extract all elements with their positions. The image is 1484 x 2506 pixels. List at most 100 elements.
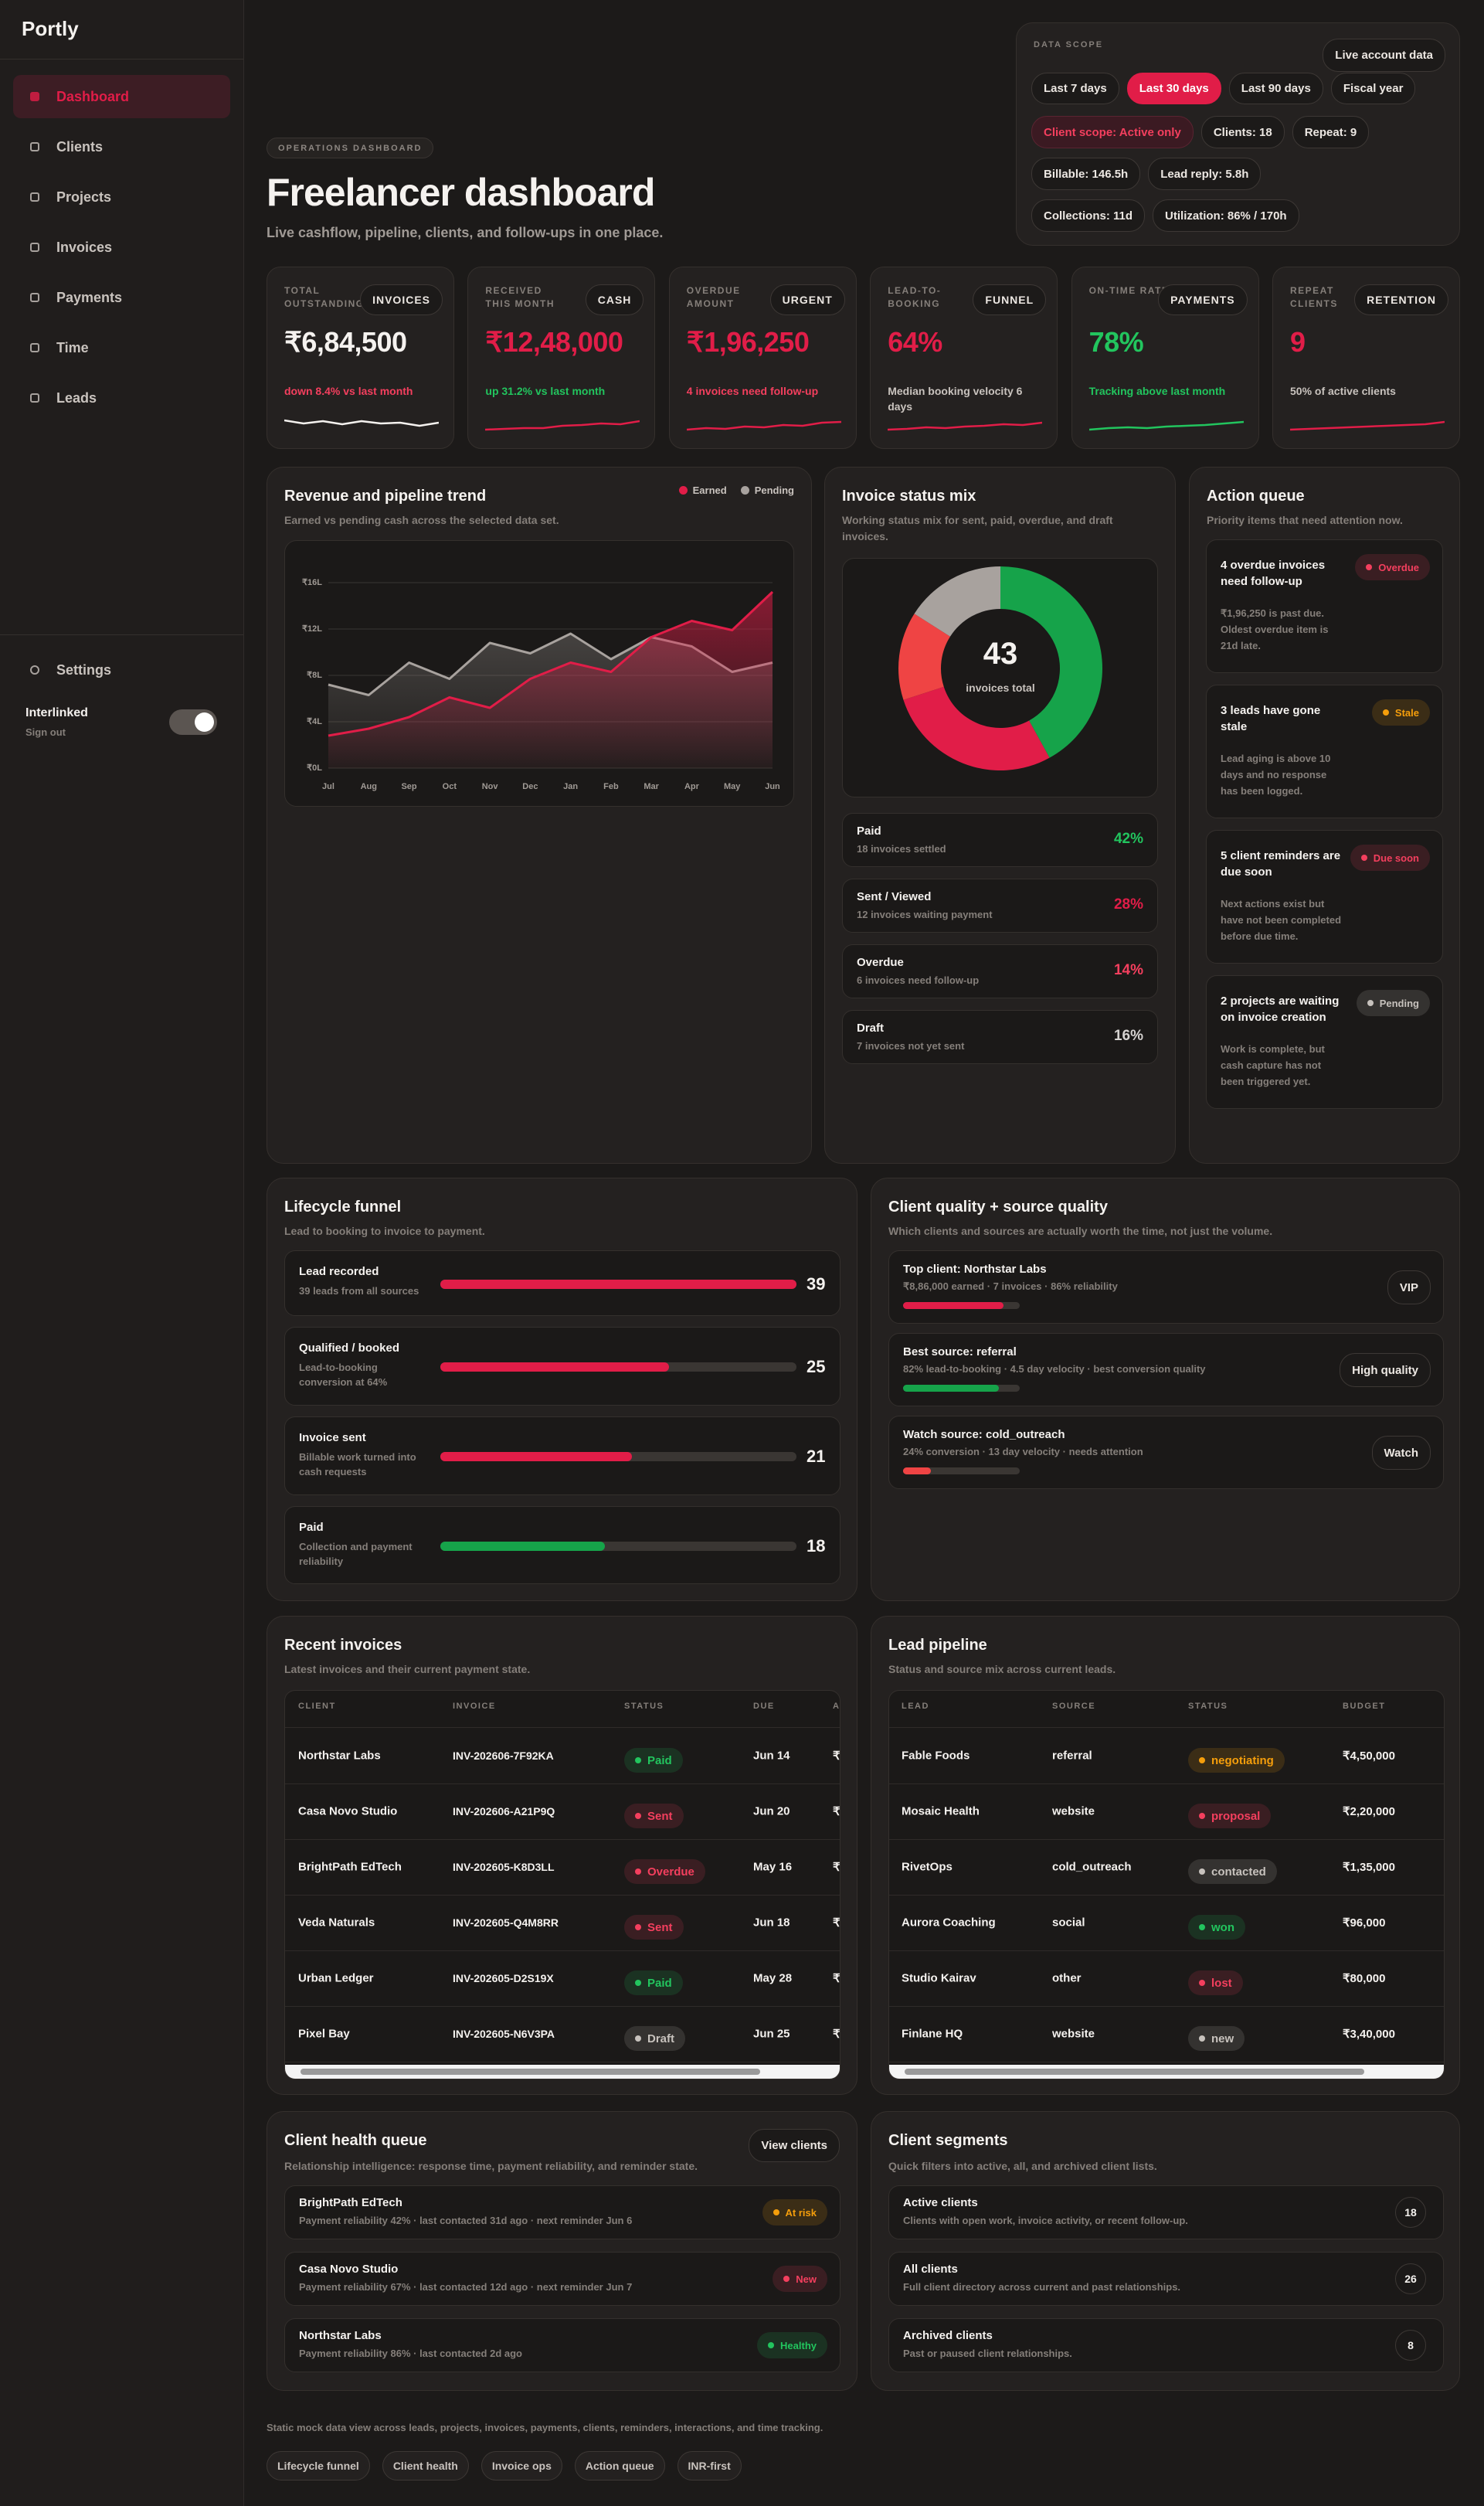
nav-item[interactable]: Dashboard (13, 75, 230, 118)
kpi-note: Median booking velocity 6 days (888, 385, 1023, 413)
badge-dot (635, 1924, 641, 1930)
client-meta: Payment reliability 42% · last contacted… (299, 2215, 633, 2226)
quality-title: Top client: Northstar Labs (903, 1263, 1047, 1276)
donut-total-label: invoices total (966, 682, 1034, 694)
action-title: 2 projects are waiting on invoice creati… (1221, 995, 1340, 1024)
cell: cold_outreach (1052, 1860, 1132, 1874)
client-health: Client health queue View clients Relatio… (267, 2111, 857, 2391)
column-header: A (833, 1702, 840, 1711)
badge-dot (1199, 1813, 1205, 1819)
kpi-tag: CASH (585, 284, 644, 315)
kpi-note: 50% of active clients (1290, 385, 1396, 397)
status-name: Sent / Viewed (857, 890, 932, 903)
page-subtitle: Live cashflow, pipeline, clients, and fo… (267, 225, 664, 240)
x-tick-label: Apr (684, 782, 700, 791)
cell: BrightPath EdTech (298, 1860, 402, 1874)
badge-label: Paid (647, 1753, 672, 1767)
badge-dot (635, 1868, 641, 1875)
settings-link[interactable]: Settings (13, 648, 230, 692)
nav-item[interactable]: Payments (13, 276, 230, 319)
badge-dot (1199, 1924, 1205, 1930)
funnel-row: Invoice sent Billable work turned into ca… (284, 1416, 840, 1495)
segment-row[interactable]: Archived clients Past or paused client re… (888, 2318, 1444, 2372)
badge-label: Overdue (647, 1865, 694, 1879)
view-clients-button[interactable]: View clients (749, 2129, 840, 2162)
range-button[interactable]: Last 90 days (1228, 73, 1323, 104)
nav-icon (30, 665, 39, 675)
sparkline (888, 421, 1043, 431)
series-line (328, 590, 774, 737)
badge-label: new (1211, 2032, 1234, 2045)
sign-out[interactable]: Sign out (25, 726, 66, 738)
footer-tag: INR-first (677, 2451, 742, 2480)
kpi-note: down 8.4% vs last month (284, 385, 413, 397)
recent-invoices: Recent invoices Latest invoices and thei… (267, 1616, 857, 2095)
badge-label: Sent (647, 1809, 673, 1823)
action-text: Work is complete, but cash capture has n… (1221, 1043, 1325, 1087)
status-name: Overdue (857, 956, 904, 969)
nav-label: Time (56, 339, 89, 355)
panel-subtitle: Working status mix for sent, paid, overd… (842, 514, 1113, 542)
donut-segment (1000, 566, 1102, 758)
nav-label: Payments (56, 289, 123, 305)
theme-toggle[interactable] (169, 709, 217, 735)
kpi-label: OVERDUE AMOUNT (686, 285, 741, 309)
brand: Portly (22, 17, 79, 40)
cell: Jun 18 (753, 1916, 790, 1930)
badge-label: Healthy (780, 2339, 817, 2351)
badge-dot (773, 2209, 779, 2215)
panel-subtitle: Status and source mix across current lea… (888, 1663, 1116, 1675)
nav-item[interactable]: Clients (13, 125, 230, 168)
lead-pipeline: Lead pipeline Status and source mix acro… (871, 1616, 1460, 2095)
data-scope: DATA SCOPE Live account data Last 7 days… (1016, 22, 1460, 246)
range-button[interactable]: Fiscal year (1330, 73, 1416, 104)
status-percent: 14% (1113, 962, 1143, 978)
panel-title: Revenue and pipeline trend (284, 488, 487, 505)
status-pill: Overdue (624, 1859, 705, 1884)
nav-item[interactable]: Invoices (13, 226, 230, 269)
kpi-card: TOTAL OUTSTANDING INVOICES ₹6,84,500 down 8… (267, 267, 454, 449)
scope-chips: Client scope: Active only Clients: 18 Repe… (1031, 116, 1379, 232)
cell: Studio Kairav (902, 1971, 976, 1985)
segment-row[interactable]: All clients Full client directory across … (888, 2252, 1444, 2306)
nav-item[interactable]: Projects (13, 175, 230, 219)
panel-title: Lifecycle funnel (284, 1199, 402, 1216)
status-percent: 42% (1113, 831, 1143, 847)
badge-label: At risk (785, 2206, 817, 2219)
table: CLIENT INVOICE STATUS DUE A Northstar Labs INV… (284, 1690, 840, 2079)
divider (0, 634, 243, 635)
scope-chip: Repeat: 9 (1292, 116, 1370, 148)
cell: Aurora Coaching (902, 1916, 996, 1930)
client-segments: Client segments Quick filters into activ… (871, 2111, 1460, 2391)
panel-subtitle: Earned vs pending cash across the select… (284, 514, 559, 526)
scope-label: DATA SCOPE (1034, 40, 1104, 49)
action-title: 5 client reminders are due soon (1221, 849, 1341, 879)
segment-row[interactable]: Active clients Clients with open work, in… (888, 2185, 1444, 2239)
panel-title: Client segments (888, 2132, 1008, 2149)
nav-item[interactable]: Time (13, 326, 230, 369)
footer-tag: Client health (382, 2451, 469, 2480)
status-percent: 16% (1113, 1028, 1143, 1044)
legend-item: Earned (678, 485, 727, 496)
nav-item[interactable]: Leads (13, 376, 230, 420)
y-tick-label: ₹4L (307, 717, 322, 726)
range-button[interactable]: Last 7 days (1031, 73, 1119, 104)
cell: Finlane HQ (902, 2027, 963, 2041)
source-button[interactable]: Live account data (1323, 39, 1445, 72)
cell: Jun 25 (753, 2027, 790, 2041)
x-tick-label: Jan (563, 782, 578, 791)
column-header: STATUS (1188, 1702, 1228, 1711)
sparkline (686, 420, 841, 431)
revenue-panel: Revenue and pipeline trend Earned vs pen… (267, 467, 812, 1164)
range-button[interactable]: Last 30 days (1126, 73, 1221, 104)
status-mix-panel: Invoice status mix Working status mix fo… (824, 467, 1176, 1164)
nav-label: Settings (56, 661, 112, 678)
row-line (285, 2006, 840, 2007)
badge-dot (1366, 564, 1373, 570)
cell: website (1052, 1804, 1095, 1818)
panel-title: Client quality + source quality (888, 1199, 1108, 1216)
cell: ₹ (833, 1972, 840, 1985)
nav-label: Clients (56, 138, 104, 155)
row-line (285, 1950, 840, 1951)
row-line (285, 1839, 840, 1840)
